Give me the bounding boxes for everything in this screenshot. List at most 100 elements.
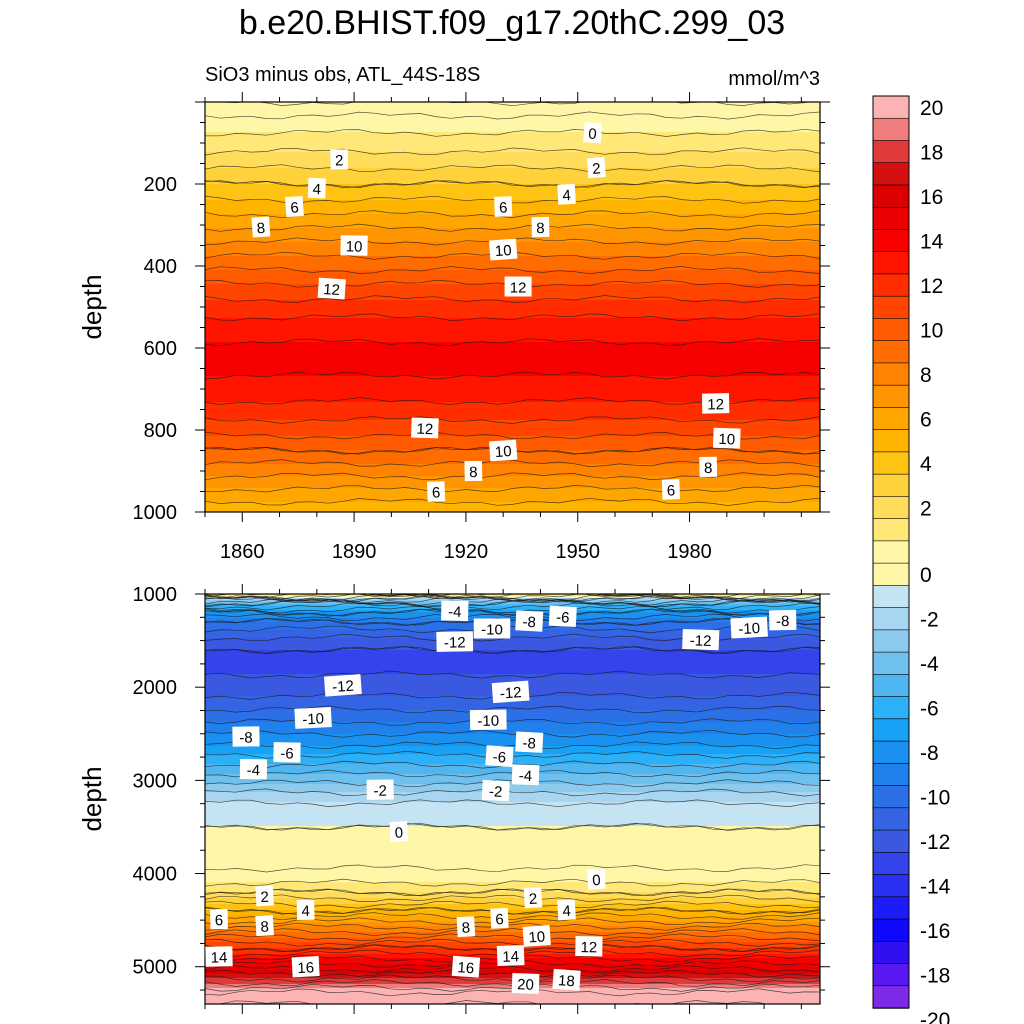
- fill-band-0: [205, 210, 820, 213]
- fill-band-1: [205, 852, 820, 855]
- x-tick-label: 1980: [667, 541, 712, 563]
- contour-label-bg: [511, 973, 540, 994]
- fill-band-1: [205, 898, 820, 901]
- contour-label: 6: [426, 481, 446, 502]
- fill-band-0: [205, 220, 820, 223]
- colorbar-swatch: [872, 95, 910, 119]
- fill-band-0: [205, 114, 820, 117]
- contour-label-bg: [489, 238, 518, 261]
- fill-band-1: [205, 784, 820, 787]
- fill-band-0: [205, 434, 820, 437]
- fill-band-0: [205, 148, 820, 151]
- contour-label: 2: [586, 157, 606, 179]
- fill-band-1: [205, 930, 820, 933]
- fill-band-0: [205, 198, 820, 201]
- contour-label-bg: [469, 709, 507, 731]
- contour-label: 14: [496, 945, 525, 967]
- fill-band-0: [205, 416, 820, 419]
- contour-line-1: [205, 705, 820, 714]
- fill-band-1: [205, 924, 820, 927]
- contour-label-text: 8: [256, 220, 266, 238]
- contour-label-text: 0: [394, 824, 403, 841]
- contour-label: 0: [389, 821, 409, 843]
- fill-band-1: [205, 810, 820, 813]
- fill-band-0: [205, 160, 820, 163]
- contour-label: 2: [523, 887, 543, 909]
- fill-band-0: [205, 400, 820, 403]
- fill-band-1: [205, 658, 820, 661]
- fill-band-0: [205, 268, 820, 271]
- fill-band-0: [205, 396, 820, 399]
- fill-band-1: [205, 786, 820, 789]
- colorbar-label: -20: [920, 1009, 950, 1024]
- fill-band-1: [205, 860, 820, 863]
- contour-label: -8: [515, 610, 544, 632]
- contour-label-bg: [523, 887, 543, 909]
- contour-label-text: -12: [332, 678, 355, 696]
- contour-label-bg: [291, 956, 320, 978]
- colorbar-swatch: [872, 585, 910, 609]
- contour-label-text: 2: [528, 891, 537, 908]
- x-tick-label: 1920: [444, 541, 489, 563]
- fill-band-0: [205, 304, 820, 307]
- fill-band-0: [205, 476, 820, 479]
- contour-line-1: [205, 625, 820, 634]
- fill-band-0: [205, 318, 820, 321]
- y-tick-label: 1000: [133, 584, 178, 606]
- fill-band-1: [205, 646, 820, 649]
- contour-label-text: -12: [499, 684, 522, 702]
- colorbar-swatch: [872, 696, 910, 720]
- fill-band-1: [205, 828, 820, 831]
- contour-label-bg: [730, 616, 768, 639]
- fill-band-1: [205, 826, 820, 829]
- fill-band-1: [205, 722, 820, 725]
- fill-band-1: [205, 612, 820, 615]
- contour-line-1: [205, 608, 820, 617]
- contour-label-bg: [712, 427, 741, 449]
- contour-label-bg: [481, 779, 510, 802]
- fill-band-0: [205, 266, 820, 269]
- contour-label: 16: [451, 955, 481, 978]
- fill-band-0: [205, 462, 820, 465]
- contour-label: -8: [769, 609, 797, 631]
- fill-band-1: [205, 940, 820, 943]
- fill-band-0: [205, 474, 820, 477]
- colorbar-swatch: [872, 318, 910, 342]
- fill-band-0: [205, 142, 820, 145]
- fill-band-0: [205, 324, 820, 327]
- contour-line-1: [205, 617, 820, 626]
- contour-label: 10: [489, 439, 518, 462]
- contour-line-1: [205, 613, 820, 622]
- contour-label-bg: [557, 183, 576, 205]
- fill-band-0: [205, 182, 820, 185]
- contour-label: 8: [255, 915, 274, 937]
- colorbar-swatch: [872, 229, 910, 253]
- contour-label-text: 16: [457, 959, 475, 977]
- fill-band-1: [205, 630, 820, 633]
- fill-band-0: [205, 508, 820, 511]
- fill-band-0: [205, 326, 820, 329]
- contour-label-text: -10: [477, 713, 499, 730]
- contour-line-0: [205, 472, 820, 481]
- fill-band-1: [205, 742, 820, 745]
- fill-band-1: [205, 790, 820, 793]
- contour-line-0: [205, 180, 820, 188]
- fill-band-0: [205, 122, 820, 125]
- fill-band-0: [205, 108, 820, 111]
- contour-label: 8: [464, 460, 483, 482]
- contour-label: 0: [583, 122, 603, 144]
- fill-band-0: [205, 200, 820, 203]
- contour-line-0: [205, 195, 820, 204]
- fill-band-1: [205, 610, 820, 613]
- fill-band-1: [205, 864, 820, 867]
- fill-band-0: [205, 382, 820, 385]
- fill-band-0: [205, 230, 820, 233]
- contour-label: 10: [489, 238, 518, 261]
- contour-line-0: [205, 210, 820, 219]
- fill-band-1: [205, 998, 820, 1001]
- contour-label-text: 6: [290, 199, 300, 217]
- contour-line-1: [205, 864, 820, 873]
- fill-band-1: [205, 918, 820, 921]
- contour-label-text: -4: [448, 604, 462, 621]
- colorbar-swatch: [872, 851, 910, 876]
